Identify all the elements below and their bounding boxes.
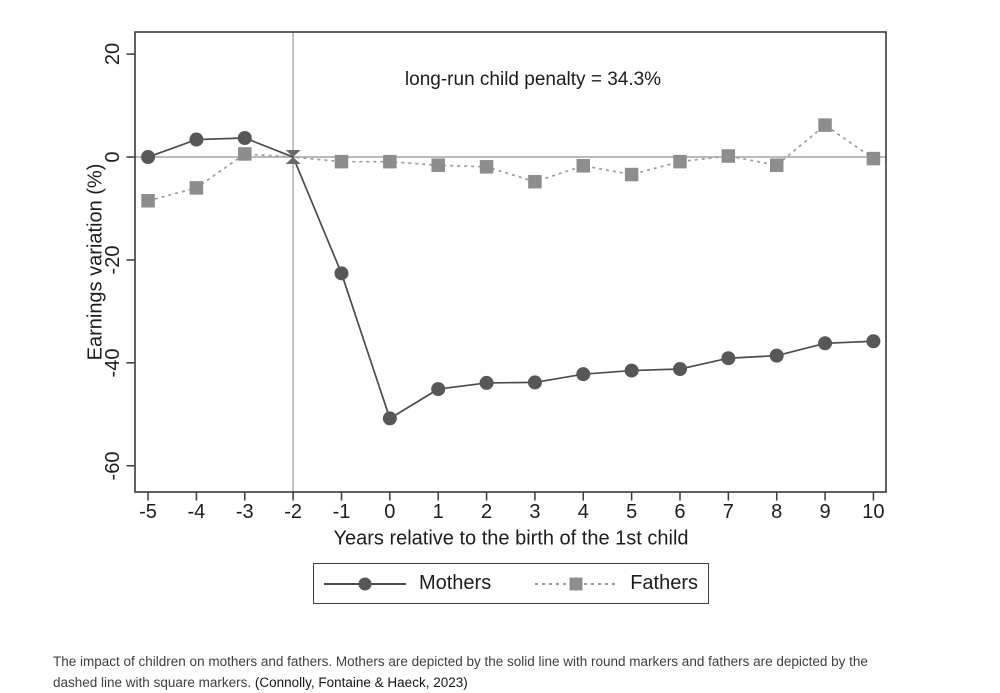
y-tick-label: 20 xyxy=(102,43,124,66)
fathers-marker xyxy=(576,159,591,173)
x-tick-label: -4 xyxy=(187,501,206,523)
x-tick-label: -5 xyxy=(139,501,157,523)
mothers-line xyxy=(147,137,874,420)
fathers-marker xyxy=(818,118,832,132)
mothers-marker xyxy=(527,375,542,390)
x-tick-label: 10 xyxy=(862,501,885,523)
caption-text: The impact of children on mothers and fa… xyxy=(53,653,868,691)
circle-marker-icon xyxy=(358,577,372,590)
plot-frame xyxy=(134,31,887,493)
fathers-marker xyxy=(334,154,349,169)
legend-label-fathers: Fathers xyxy=(630,572,699,594)
mothers-marker xyxy=(141,150,156,165)
mothers-marker xyxy=(769,348,784,363)
legend-label-mothers: Mothers xyxy=(418,572,492,594)
legend-item-mothers: Mothers xyxy=(323,572,492,595)
y-tick-label: -40 xyxy=(102,348,124,378)
y-tick-label: -60 xyxy=(102,451,124,481)
chart-legend: Mothers Fathers xyxy=(313,563,709,604)
x-tick-label: 6 xyxy=(674,501,686,523)
mothers-marker xyxy=(624,363,639,378)
mothers-marker xyxy=(866,334,881,349)
mothers-marker xyxy=(672,362,687,377)
x-tick-label: 1 xyxy=(432,501,444,523)
x-tick-label: 4 xyxy=(577,501,589,523)
fathers-marker xyxy=(431,158,445,173)
legend-item-fathers: Fathers xyxy=(535,572,698,595)
fathers-line xyxy=(147,124,874,202)
x-tick-label: -3 xyxy=(235,501,254,523)
caption-citation: (Connolly, Fontaine & Haeck, 2023) xyxy=(254,675,468,691)
figure-caption: The impact of children on mothers and fa… xyxy=(53,651,883,693)
x-tick-label: 2 xyxy=(481,501,493,523)
y-tick-label: -20 xyxy=(102,245,124,275)
fathers-marker xyxy=(141,194,155,208)
mothers-marker xyxy=(479,375,494,390)
fathers-marker xyxy=(721,149,736,163)
fathers-marker xyxy=(866,151,881,166)
fathers-line-sample xyxy=(535,576,618,591)
x-tick-label: -2 xyxy=(284,501,303,523)
mothers-marker xyxy=(576,367,591,382)
x-tick-label: 9 xyxy=(819,501,831,523)
mothers-marker xyxy=(189,132,204,147)
mothers-marker xyxy=(818,336,833,351)
x-tick-label: 3 xyxy=(529,501,541,523)
mothers-line-sample xyxy=(323,576,406,591)
annotation-long-run-penalty: long-run child penalty = 34.3% xyxy=(404,69,662,90)
fathers-marker xyxy=(238,147,252,161)
fathers-marker xyxy=(624,167,639,182)
square-marker-icon xyxy=(569,577,583,590)
x-tick-label: 5 xyxy=(626,501,638,523)
x-tick-label: 8 xyxy=(771,501,783,523)
mothers-marker xyxy=(237,130,252,145)
child-penalty-figure: long-run child penalty = 34.3% Earnings … xyxy=(85,31,887,604)
chart-canvas xyxy=(126,31,887,501)
fathers-marker xyxy=(383,154,397,169)
fathers-marker xyxy=(189,181,204,195)
x-tick-label: -1 xyxy=(332,501,351,523)
mothers-marker xyxy=(431,382,446,397)
x-tick-label: 7 xyxy=(722,501,734,523)
mothers-marker xyxy=(382,411,397,426)
fathers-marker xyxy=(528,174,542,189)
event-marker xyxy=(285,150,301,165)
mothers-marker xyxy=(721,351,736,366)
mothers-marker xyxy=(334,266,349,281)
y-tick-label: 0 xyxy=(102,151,124,163)
fathers-marker xyxy=(769,158,784,173)
x-axis-title: Years relative to the birth of the 1st c… xyxy=(333,527,689,550)
x-tick-label: 0 xyxy=(384,501,396,523)
fathers-marker xyxy=(479,160,494,174)
fathers-marker xyxy=(673,154,687,169)
